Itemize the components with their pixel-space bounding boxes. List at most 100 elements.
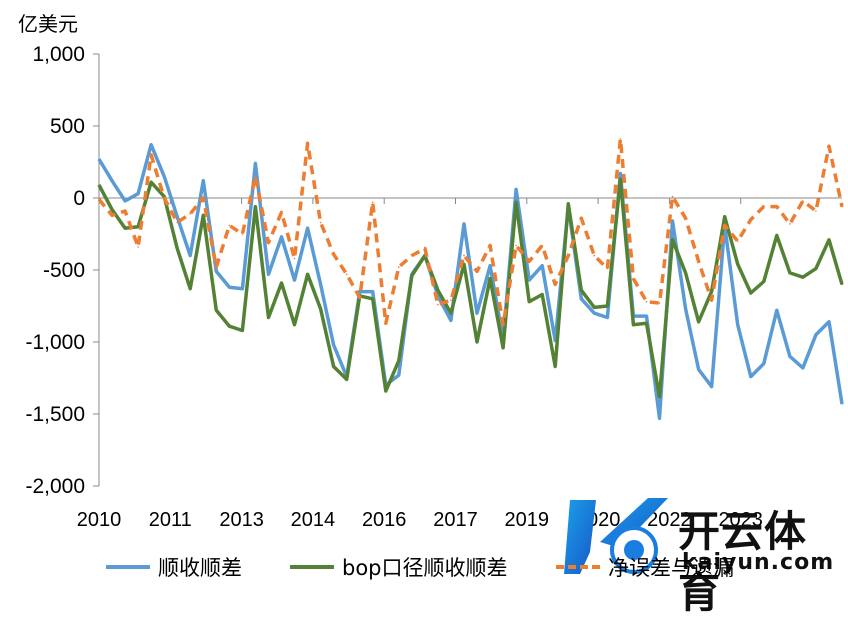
data-point xyxy=(736,323,739,326)
data-point xyxy=(371,201,374,204)
data-point xyxy=(671,220,674,222)
data-point xyxy=(828,239,830,241)
data-point xyxy=(697,321,700,323)
data-point xyxy=(684,217,687,219)
data-point xyxy=(98,184,100,186)
data-point xyxy=(502,323,504,326)
y-tick-label: -500 xyxy=(43,259,85,282)
data-point xyxy=(593,306,596,309)
data-point xyxy=(776,205,778,208)
data-point xyxy=(450,299,452,302)
data-point xyxy=(697,368,700,371)
y-tick-label: -2,000 xyxy=(25,475,85,498)
x-tick-label: 2011 xyxy=(149,509,192,531)
data-point xyxy=(828,145,830,147)
data-point xyxy=(802,367,804,369)
data-point xyxy=(593,254,596,257)
legend-label: bop口径顺收顺差 xyxy=(342,556,508,580)
data-point xyxy=(254,175,257,178)
data-point xyxy=(137,246,139,248)
data-point xyxy=(697,260,700,263)
x-tick-label: 2014 xyxy=(291,509,336,531)
data-point xyxy=(841,205,843,208)
data-point xyxy=(228,325,231,328)
data-point xyxy=(750,375,752,378)
series-group xyxy=(97,137,844,421)
data-point xyxy=(750,292,752,294)
data-point xyxy=(215,309,218,312)
watermark-logo-icon xyxy=(564,498,668,574)
data-point xyxy=(241,233,244,235)
legend: 顺收顺差 bop口径顺收顺差 净误差与遗漏 xyxy=(0,552,848,592)
data-point xyxy=(332,365,335,368)
data-point xyxy=(332,253,335,255)
watermark-url: kaiyun.com xyxy=(682,550,835,575)
legend-swatch-icon xyxy=(106,565,150,569)
legend-swatch-icon xyxy=(290,565,334,569)
data-point xyxy=(736,263,739,266)
data-point xyxy=(450,312,452,315)
data-point xyxy=(645,322,648,325)
data-point xyxy=(710,385,713,388)
data-point xyxy=(489,244,491,247)
data-point xyxy=(802,200,804,202)
data-point xyxy=(554,365,556,368)
data-point xyxy=(189,213,191,215)
y-tick-label: -1,500 xyxy=(25,403,85,426)
data-point xyxy=(684,308,687,310)
data-point xyxy=(437,303,439,306)
y-tick-label: 500 xyxy=(50,115,85,138)
y-tick-label: -1,000 xyxy=(25,331,85,354)
data-point xyxy=(163,175,165,178)
data-point xyxy=(554,283,556,286)
data-point xyxy=(345,378,348,381)
data-point xyxy=(515,201,517,204)
data-point xyxy=(202,179,205,182)
data-point xyxy=(789,223,791,225)
data-point xyxy=(98,198,100,201)
data-point xyxy=(398,266,400,268)
data-point xyxy=(280,236,283,238)
data-point xyxy=(841,403,843,405)
data-point xyxy=(632,323,635,326)
data-point xyxy=(815,210,817,212)
data-point xyxy=(580,289,583,292)
data-point xyxy=(541,264,543,267)
data-point xyxy=(658,395,661,398)
data-point xyxy=(319,283,322,286)
data-point xyxy=(150,154,152,156)
data-point xyxy=(489,277,491,280)
x-tick-label: 2022 xyxy=(647,509,692,531)
legend-item-series-1: 顺收顺差 xyxy=(106,552,242,582)
data-point xyxy=(528,279,530,281)
data-point xyxy=(489,264,491,267)
data-point xyxy=(802,276,804,279)
legend-item-series-2: bop口径顺收顺差 xyxy=(290,552,508,582)
x-tick-label: 2010 xyxy=(77,509,122,531)
data-point xyxy=(763,362,765,365)
data-point xyxy=(371,290,374,293)
data-point xyxy=(306,227,309,229)
data-point xyxy=(228,224,231,227)
data-point xyxy=(593,312,596,315)
data-point xyxy=(776,234,778,237)
data-point xyxy=(476,312,478,315)
data-point xyxy=(424,247,426,250)
data-point xyxy=(306,142,309,145)
data-point xyxy=(723,215,726,218)
data-point xyxy=(241,287,244,290)
data-point xyxy=(671,195,674,198)
data-point xyxy=(411,275,413,277)
x-tick-label: 2016 xyxy=(362,509,407,531)
data-point xyxy=(567,203,570,205)
data-point xyxy=(450,319,452,322)
data-point xyxy=(541,293,543,296)
data-point xyxy=(476,270,478,273)
data-point xyxy=(437,289,439,292)
data-point xyxy=(645,300,648,303)
data-point xyxy=(841,283,843,286)
data-point xyxy=(385,390,387,392)
data-point xyxy=(541,244,543,247)
data-point xyxy=(815,334,817,336)
data-point xyxy=(215,270,218,273)
